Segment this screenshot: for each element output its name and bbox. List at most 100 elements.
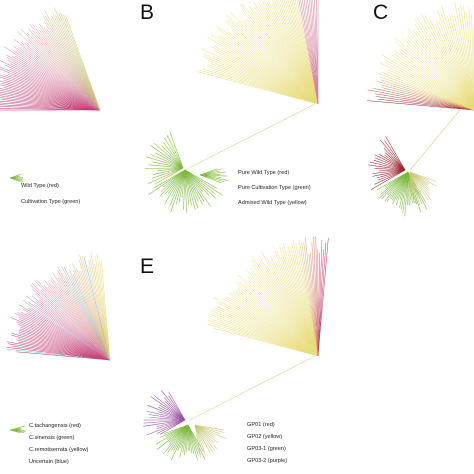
tree-c-branch — [435, 20, 474, 111]
tree-d-branch — [23, 309, 111, 361]
tree-b-branch — [243, 20, 319, 105]
tree-c-green-branch — [376, 171, 409, 191]
tree-c-branch — [381, 84, 474, 111]
tree-d-branch — [48, 282, 111, 361]
tree-b-green-branch — [184, 169, 203, 205]
tree-b-green-branch — [184, 169, 223, 196]
tree-c-branch — [376, 80, 474, 111]
tree-e-olive-branch — [194, 424, 213, 453]
tree-b-branch — [253, 2, 319, 105]
tree-c-red-branch — [383, 148, 406, 171]
tree-e-branch — [287, 251, 319, 357]
tree-e-purple-branch — [157, 411, 186, 421]
tree-e-green-branch — [163, 424, 189, 435]
tree-e-green-branch — [168, 424, 189, 445]
tree-c-green-branch — [395, 171, 409, 206]
tree-d-branch — [52, 284, 111, 361]
tree-b-branch — [207, 66, 319, 105]
tree-a-branch — [3, 79, 101, 111]
tree-b-branch — [280, 0, 319, 105]
tree-b-branch — [210, 34, 319, 105]
tree-c-red-branch — [373, 160, 406, 171]
tree-e-branch — [211, 319, 319, 357]
tree-b-green-branch — [184, 169, 187, 213]
tree-c-branch — [394, 37, 474, 111]
tree-c-red-branch — [374, 157, 406, 171]
tree-a-branch — [7, 59, 101, 111]
tree-c-red-branch — [379, 169, 406, 171]
tree-e-branch — [250, 277, 319, 357]
tree-d-branch — [17, 341, 111, 361]
tree-d-branch — [20, 326, 111, 361]
tree-c-olive-branch — [409, 171, 421, 206]
tree-d-branch — [11, 334, 111, 361]
tree-b-green-branch — [175, 169, 186, 205]
tree-b-branch — [201, 48, 319, 105]
tree-b-green-branch — [199, 171, 226, 176]
tree-d-branch — [81, 255, 111, 361]
tree-a-branch — [58, 12, 101, 111]
tree-a-branch — [51, 18, 101, 111]
tree-e-branch — [270, 260, 319, 357]
tree-c-branch — [400, 48, 474, 111]
tree-d-branch — [16, 339, 111, 361]
tree-e-purple-branch — [146, 419, 186, 436]
tree-b-branch — [272, 0, 319, 105]
tree-d-branch — [89, 258, 111, 361]
tree-a-branch — [17, 50, 101, 111]
tree-e-olive-branch — [194, 424, 206, 455]
tree-c-branch — [421, 14, 474, 111]
tree-a-branch — [39, 27, 101, 111]
tree-e-branch — [237, 274, 319, 357]
tree-e-branch — [281, 246, 319, 357]
tree-e-branch — [282, 243, 319, 357]
tree-b-green-branch — [153, 169, 186, 189]
tree-d-branch — [38, 298, 111, 361]
tree-b-green-branch — [163, 142, 184, 169]
tree-b-branch — [251, 12, 319, 105]
tree-b-green-branch — [159, 169, 186, 197]
tree-a-branch — [0, 104, 101, 111]
tree-e-green-branch — [155, 424, 189, 445]
tree-c-red-branch — [372, 169, 406, 174]
tree-b-branch — [208, 60, 319, 105]
tree-b-branch — [213, 45, 319, 105]
tree-panel-c — [367, 2, 474, 217]
tree-a-branch — [5, 54, 101, 111]
tree-a-branch — [0, 90, 101, 111]
tree-panel-e — [143, 236, 329, 461]
tree-c-branch — [460, 4, 474, 111]
tree-e-branch — [224, 297, 319, 357]
tree-e-branch — [310, 252, 319, 357]
legend-b-admixed-wild-type: Admixed Wild Type (yellow) — [238, 200, 307, 206]
tree-c-green-branch — [399, 171, 409, 208]
tree-a-branch — [3, 87, 101, 111]
tree-d-branch — [96, 254, 111, 361]
tree-c-branch — [416, 17, 474, 111]
tree-c-branch — [463, 5, 474, 111]
tree-c-branch — [399, 51, 474, 111]
tree-e-green-branch — [173, 424, 189, 452]
tree-c-branch — [454, 2, 474, 111]
tree-e-olive-branch — [194, 424, 202, 450]
tree-c-green-branch — [386, 171, 409, 202]
tree-d-branch — [16, 321, 111, 361]
legend-a-cultivation-type: Cultivation Type (green) — [21, 199, 81, 205]
tree-b-branch — [305, 0, 319, 105]
tree-a-branch — [45, 15, 101, 111]
tree-a-branch — [14, 55, 101, 111]
tree-a-branch — [20, 42, 101, 111]
tree-b-branch — [309, 0, 319, 105]
tree-e-branch — [317, 242, 327, 357]
tree-a-branch — [0, 95, 101, 111]
tree-e-branch — [266, 256, 319, 357]
legend-d-c-remotiserrata: C.remotiserrata (yellow) — [29, 447, 89, 453]
tree-b-branch — [224, 21, 319, 105]
tree-b-green-branch — [152, 167, 184, 179]
tree-a-branch — [32, 29, 101, 111]
tree-d-branch — [57, 270, 111, 361]
tree-c-branch — [429, 19, 474, 111]
tree-d-branch — [17, 338, 111, 361]
tree-d-branch — [84, 257, 111, 361]
tree-d-branch — [94, 263, 111, 361]
